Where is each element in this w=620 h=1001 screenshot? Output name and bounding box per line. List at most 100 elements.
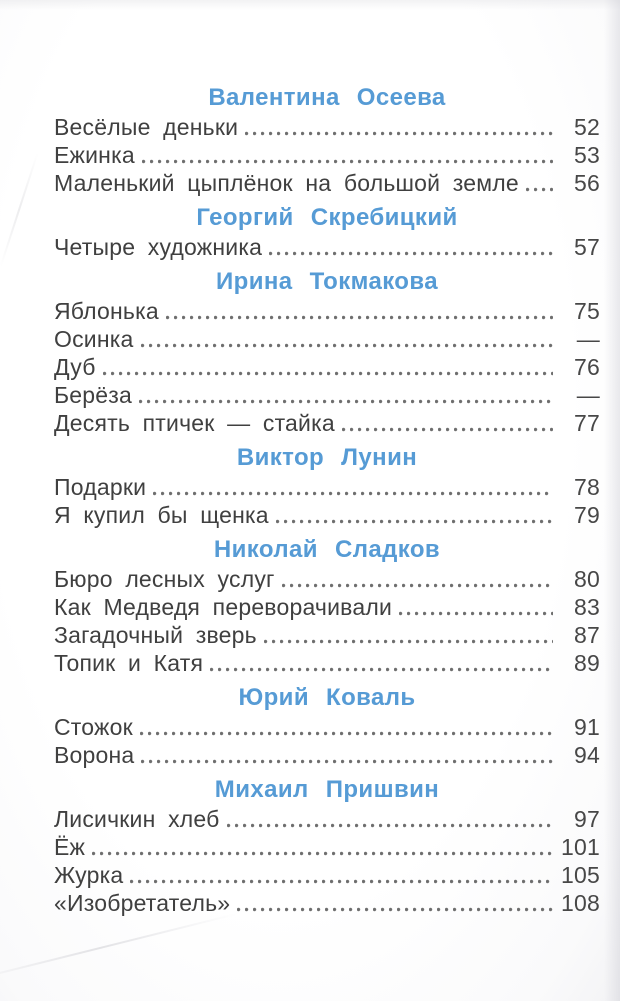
toc-entry: Я купил бы щенка 79 bbox=[54, 501, 600, 529]
toc-entry-page: 79 bbox=[574, 502, 600, 528]
page-edge-shading-top bbox=[0, 0, 620, 10]
toc-entry-title: Ежинка bbox=[54, 142, 135, 168]
toc-entry-title: Лисичкин хлеб bbox=[54, 806, 220, 832]
toc-entry-title: Ёж bbox=[54, 834, 86, 860]
toc-entry-title: Яблонька bbox=[54, 298, 159, 324]
toc-section: Михаил Пришвин Лисичкин хлеб 97 Ёж 101 Ж… bbox=[54, 776, 600, 917]
toc-entry: Ежинка 53 bbox=[54, 141, 600, 169]
toc-author-heading: Виктор Лунин bbox=[236, 444, 418, 471]
toc-entry: Подарки 78 bbox=[54, 473, 600, 501]
toc-entry-page: 80 bbox=[574, 566, 600, 592]
toc-author-heading: Николай Сладков bbox=[213, 536, 441, 563]
toc-section: Юрий Коваль Стожок 91 Ворона 94 bbox=[54, 684, 600, 769]
toc-entry: Как Медведя переворачивали 83 bbox=[54, 593, 600, 621]
toc-entry-page: 87 bbox=[574, 622, 600, 648]
toc-section: Виктор Лунин Подарки 78 Я купил бы щенка… bbox=[54, 444, 600, 529]
toc-entry-page: 108 bbox=[561, 890, 600, 916]
toc-entry-title: Маленький цыплёнок на большой земле bbox=[54, 170, 519, 196]
toc-entry-page: 101 bbox=[561, 834, 600, 860]
toc-section: Валентина Осеева Весёлые деньки 52 Ежинк… bbox=[54, 84, 600, 197]
dot-leader bbox=[153, 491, 553, 496]
toc-author-heading: Юрий Коваль bbox=[238, 684, 416, 711]
toc-section: Георгий Скребицкий Четыре художника 57 bbox=[54, 204, 600, 261]
toc-entry-page: 105 bbox=[561, 862, 600, 888]
dot-leader bbox=[275, 519, 553, 524]
toc-author-heading: Михаил Пришвин bbox=[214, 776, 440, 803]
toc-entry-page: 76 bbox=[574, 354, 600, 380]
page-edge-shading-right bbox=[604, 0, 620, 1001]
dot-leader bbox=[245, 131, 553, 136]
dot-leader bbox=[102, 371, 553, 376]
toc-entry-page: — bbox=[576, 326, 600, 352]
toc-entry-title: Десять птичек — стайка bbox=[54, 410, 335, 436]
toc-entry-title: Я купил бы щенка bbox=[54, 502, 269, 528]
toc-entry: Журка 105 bbox=[54, 861, 600, 889]
dot-leader bbox=[139, 399, 553, 404]
toc-entry-page: 78 bbox=[574, 474, 600, 500]
toc-entry-page: 83 bbox=[574, 594, 600, 620]
toc-entry-page: 52 bbox=[574, 114, 600, 140]
toc-entry-page: — bbox=[576, 382, 600, 408]
toc-author-heading: Валентина Осеева bbox=[208, 84, 446, 111]
dot-leader bbox=[525, 187, 553, 192]
toc-entry: Топик и Катя 89 bbox=[54, 649, 600, 677]
toc-author-heading: Ирина Токмакова bbox=[216, 268, 438, 295]
dot-leader bbox=[130, 879, 553, 884]
toc-entry-page: 89 bbox=[574, 650, 600, 676]
toc-entry-title: Четыре художника bbox=[54, 234, 263, 260]
toc-entry-title: Стожок bbox=[54, 714, 133, 740]
dot-leader bbox=[140, 343, 553, 348]
toc-entry: Дуб 76 bbox=[54, 353, 600, 381]
toc-entry-page: 57 bbox=[574, 234, 600, 260]
toc-entry: Загадочный зверь 87 bbox=[54, 621, 600, 649]
toc-entry-page: 56 bbox=[574, 170, 600, 196]
dot-leader bbox=[341, 427, 553, 432]
dot-leader bbox=[92, 851, 553, 856]
toc-entry-page: 91 bbox=[574, 714, 600, 740]
dot-leader bbox=[237, 907, 553, 912]
toc-section: Николай Сладков Бюро лесных услуг 80 Как… bbox=[54, 536, 600, 677]
dot-leader bbox=[210, 667, 553, 672]
toc-entry: «Изобретатель» 108 bbox=[54, 889, 600, 917]
toc-entry-title: Бюро лесных услуг bbox=[54, 566, 275, 592]
dot-leader bbox=[399, 611, 553, 616]
toc-entry: Осинка — bbox=[54, 325, 600, 353]
dot-leader bbox=[269, 251, 553, 256]
toc-entry-page: 77 bbox=[574, 410, 600, 436]
toc-entry-title: Загадочный зверь bbox=[54, 622, 257, 648]
toc-entry: Весёлые деньки 52 bbox=[54, 113, 600, 141]
toc-entry: Маленький цыплёнок на большой земле 56 bbox=[54, 169, 600, 197]
toc-entry: Ёж 101 bbox=[54, 833, 600, 861]
toc-entry-title: Журка bbox=[54, 862, 124, 888]
toc-entry-title: Берёза bbox=[54, 382, 133, 408]
dot-leader bbox=[165, 315, 553, 320]
toc-entry-title: «Изобретатель» bbox=[54, 890, 231, 916]
page-crease bbox=[0, 913, 237, 983]
dot-leader bbox=[226, 823, 553, 828]
toc-entry-title: Как Медведя переворачивали bbox=[54, 594, 392, 620]
toc-entry: Бюро лесных услуг 80 bbox=[54, 565, 600, 593]
dot-leader bbox=[263, 639, 553, 644]
toc-entry: Лисичкин хлеб 97 bbox=[54, 805, 600, 833]
toc-author-heading: Георгий Скребицкий bbox=[196, 204, 458, 231]
toc-entry: Ворона 94 bbox=[54, 741, 600, 769]
toc-entry-title: Осинка bbox=[54, 326, 134, 352]
dot-leader bbox=[141, 759, 553, 764]
dot-leader bbox=[281, 583, 553, 588]
toc-entry-page: 75 bbox=[574, 298, 600, 324]
dot-leader bbox=[139, 731, 553, 736]
toc-entry: Стожок 91 bbox=[54, 713, 600, 741]
toc-entry-page: 97 bbox=[574, 806, 600, 832]
dot-leader bbox=[141, 159, 553, 164]
toc-entry-title: Дуб bbox=[54, 354, 96, 380]
toc-entry-title: Весёлые деньки bbox=[54, 114, 239, 140]
toc-entry: Берёза — bbox=[54, 381, 600, 409]
toc-entry-page: 94 bbox=[574, 742, 600, 768]
toc-entry: Четыре художника 57 bbox=[54, 233, 600, 261]
toc-entry: Десять птичек — стайка 77 bbox=[54, 409, 600, 437]
toc-entry-page: 53 bbox=[574, 142, 600, 168]
toc-section: Ирина Токмакова Яблонька 75 Осинка — Дуб… bbox=[54, 268, 600, 437]
toc-entry: Яблонька 75 bbox=[54, 297, 600, 325]
toc-entry-title: Подарки bbox=[54, 474, 147, 500]
